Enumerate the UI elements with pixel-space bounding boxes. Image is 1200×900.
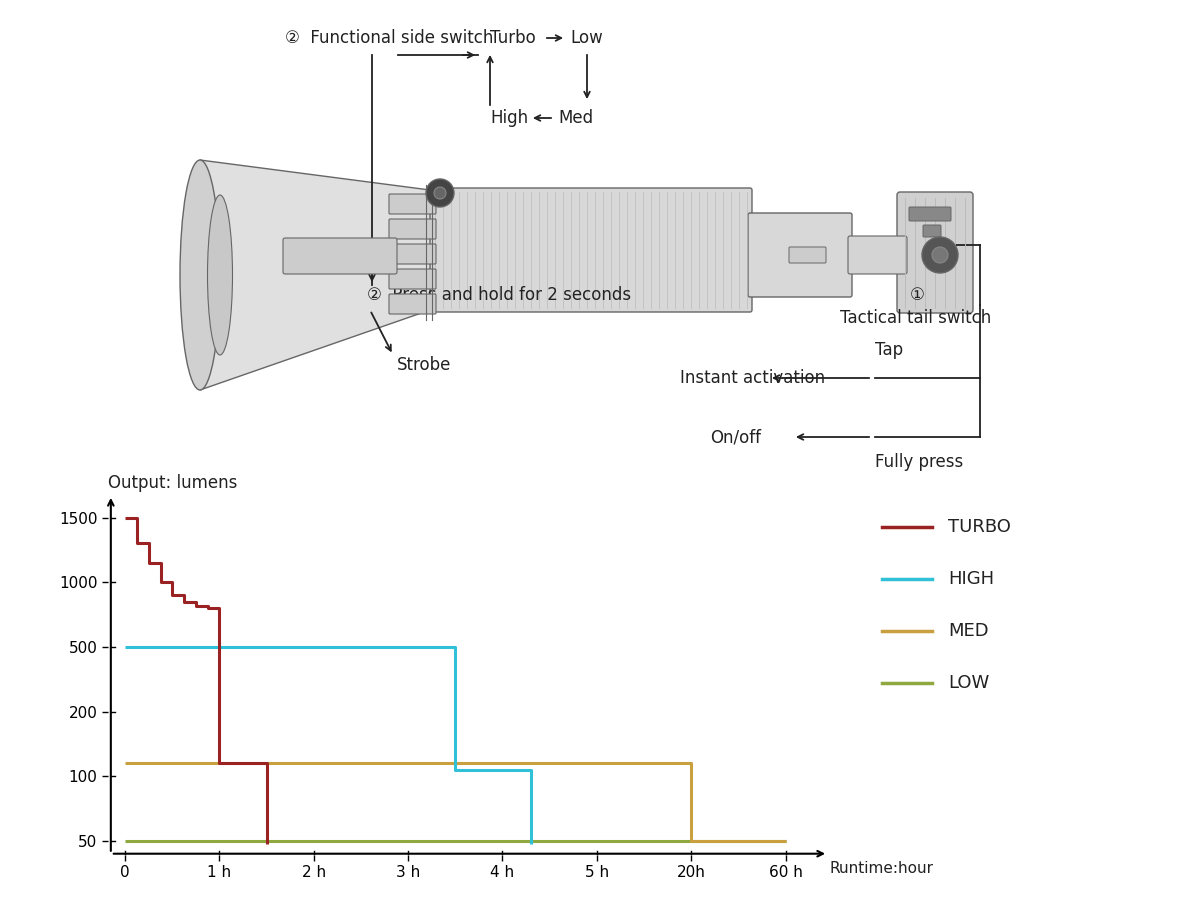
Ellipse shape (180, 160, 220, 390)
Text: HIGH: HIGH (948, 570, 994, 588)
Text: Fully press: Fully press (875, 453, 964, 471)
FancyBboxPatch shape (389, 269, 436, 289)
Circle shape (434, 187, 446, 199)
Text: Turbo: Turbo (490, 29, 535, 47)
Text: Low: Low (570, 29, 602, 47)
FancyBboxPatch shape (389, 294, 436, 314)
Text: TURBO: TURBO (948, 518, 1010, 536)
Text: Instant activation: Instant activation (680, 369, 826, 387)
FancyBboxPatch shape (389, 194, 436, 214)
Circle shape (426, 179, 454, 207)
Polygon shape (200, 160, 430, 390)
Text: Runtime:hour: Runtime:hour (830, 861, 934, 877)
Text: LOW: LOW (948, 674, 989, 692)
FancyBboxPatch shape (848, 236, 907, 274)
Text: Tap: Tap (875, 341, 904, 359)
Text: Output: lumens: Output: lumens (108, 473, 238, 491)
FancyBboxPatch shape (923, 225, 941, 237)
Text: Med: Med (558, 109, 593, 127)
Text: On/off: On/off (710, 428, 761, 446)
FancyBboxPatch shape (748, 213, 852, 297)
Text: ②  Functional side switch: ② Functional side switch (286, 29, 493, 47)
FancyBboxPatch shape (283, 238, 397, 274)
Text: ②  Press and hold for 2 seconds: ② Press and hold for 2 seconds (367, 286, 631, 304)
Text: High: High (490, 109, 528, 127)
Text: MED: MED (948, 622, 989, 640)
FancyBboxPatch shape (389, 219, 436, 239)
FancyBboxPatch shape (389, 244, 436, 264)
Text: Strobe: Strobe (397, 356, 451, 374)
FancyBboxPatch shape (428, 188, 752, 312)
FancyBboxPatch shape (910, 207, 952, 221)
Circle shape (932, 247, 948, 263)
Text: Tactical tail switch: Tactical tail switch (840, 309, 991, 327)
Text: ①: ① (910, 286, 925, 304)
FancyBboxPatch shape (790, 247, 826, 263)
FancyBboxPatch shape (898, 192, 973, 313)
Circle shape (922, 237, 958, 273)
Ellipse shape (208, 195, 233, 355)
